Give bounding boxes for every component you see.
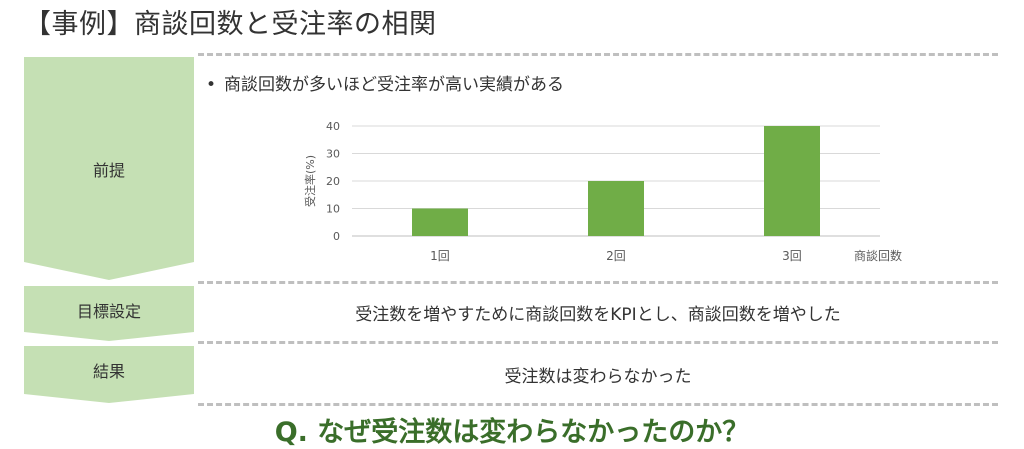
result-text: 受注数は変わらなかった	[504, 367, 692, 387]
bar-chart: 0 10 20 30 40 受注率(%) 1回 2回 3回 商談回数	[303, 120, 902, 263]
divider	[198, 341, 998, 344]
y-tick-label: 0	[333, 230, 340, 243]
page-title: 【事例】商談回数と受注率の相関	[24, 9, 437, 40]
x-tick-label: 3回	[782, 249, 802, 263]
divider	[198, 53, 998, 56]
label-result-text: 結果	[92, 362, 125, 381]
goal-text: 受注数を増やすために商談回数をKPIとし、商談回数を増やした	[355, 305, 841, 325]
x-axis-label: 商談回数	[854, 248, 902, 263]
label-premise-text: 前提	[92, 161, 125, 180]
premise-bullet: • 商談回数が多いほど受注率が高い実績がある	[206, 70, 564, 95]
divider	[198, 281, 998, 284]
x-tick-label: 1回	[430, 249, 450, 263]
bar	[764, 126, 820, 236]
premise-bullet-text: 商談回数が多いほど受注率が高い実績がある	[224, 75, 564, 95]
bullet-dot-icon: •	[206, 75, 217, 95]
bar	[412, 208, 468, 236]
question-text: Q. なぜ受注数は変わらなかったのか？	[274, 417, 750, 448]
chevron-shape	[24, 57, 194, 280]
divider	[198, 403, 998, 406]
y-tick-label: 30	[326, 148, 340, 161]
label-premise: 前提	[24, 57, 194, 282]
y-tick-label: 20	[326, 175, 340, 188]
label-result: 結果	[24, 346, 194, 404]
y-tick-label: 10	[326, 203, 340, 216]
y-axis-label: 受注率(%)	[303, 155, 317, 207]
label-goal-text: 目標設定	[76, 302, 141, 321]
label-goal: 目標設定	[24, 286, 194, 342]
chevron-shape	[24, 286, 194, 341]
bar	[588, 181, 644, 236]
chevron-shape	[24, 346, 194, 403]
x-tick-label: 2回	[606, 249, 626, 263]
y-tick-label: 40	[326, 120, 340, 133]
